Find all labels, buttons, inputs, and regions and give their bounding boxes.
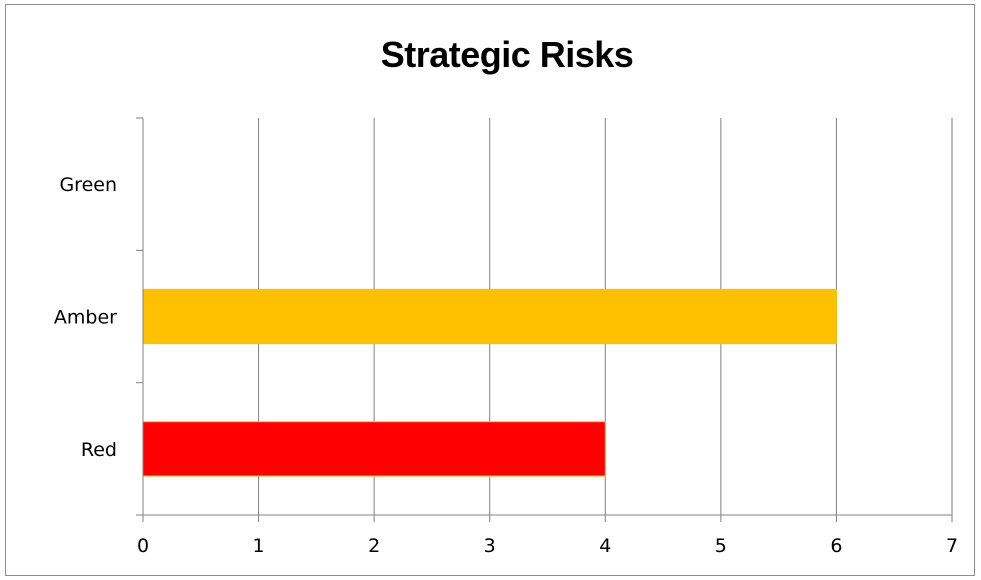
bar-amber	[142, 288, 837, 345]
x-tick-label: 3	[484, 535, 496, 557]
x-tick-label: 4	[599, 535, 611, 557]
category-label: Red	[81, 439, 117, 461]
bar-red	[142, 421, 606, 477]
x-tick-label: 2	[368, 535, 380, 557]
x-tick-label: 0	[137, 535, 149, 557]
labels: Green Amber Red 0 1 2 3 4 5 6 7	[54, 174, 958, 557]
axes	[136, 117, 953, 522]
bars	[142, 288, 837, 477]
x-tick-label: 5	[715, 535, 727, 557]
chart-title: Strategic Risks	[380, 34, 634, 75]
category-label: Amber	[54, 307, 117, 329]
x-tick-label: 7	[946, 535, 958, 557]
x-tick-label: 1	[253, 535, 265, 557]
x-tick-label: 6	[830, 535, 842, 557]
category-label: Green	[59, 174, 117, 196]
